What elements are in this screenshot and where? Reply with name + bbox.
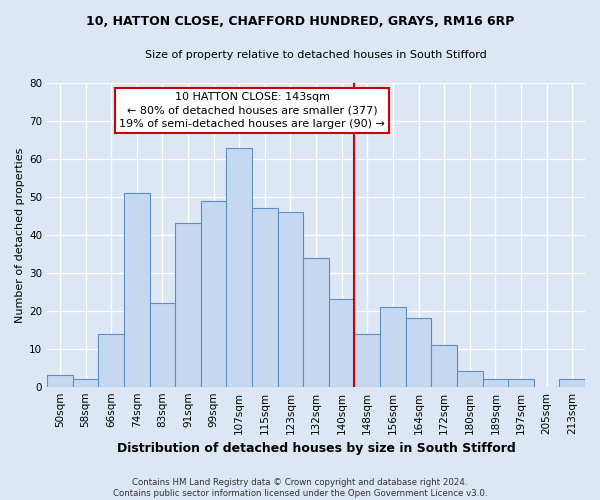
Y-axis label: Number of detached properties: Number of detached properties	[15, 147, 25, 322]
Bar	[303, 258, 329, 386]
Bar	[98, 334, 124, 386]
Bar	[329, 300, 355, 386]
Bar	[482, 379, 508, 386]
Text: 10 HATTON CLOSE: 143sqm
← 80% of detached houses are smaller (377)
19% of semi-d: 10 HATTON CLOSE: 143sqm ← 80% of detache…	[119, 92, 385, 129]
Bar	[380, 307, 406, 386]
Bar	[355, 334, 380, 386]
Text: 10, HATTON CLOSE, CHAFFORD HUNDRED, GRAYS, RM16 6RP: 10, HATTON CLOSE, CHAFFORD HUNDRED, GRAY…	[86, 15, 514, 28]
Bar	[508, 379, 534, 386]
Bar	[124, 193, 149, 386]
Bar	[406, 318, 431, 386]
Bar	[149, 303, 175, 386]
Bar	[252, 208, 278, 386]
Title: Size of property relative to detached houses in South Stifford: Size of property relative to detached ho…	[145, 50, 487, 60]
Bar	[559, 379, 585, 386]
Bar	[431, 345, 457, 387]
X-axis label: Distribution of detached houses by size in South Stifford: Distribution of detached houses by size …	[117, 442, 515, 455]
Bar	[47, 376, 73, 386]
Bar	[457, 372, 482, 386]
Text: Contains HM Land Registry data © Crown copyright and database right 2024.
Contai: Contains HM Land Registry data © Crown c…	[113, 478, 487, 498]
Bar	[201, 200, 226, 386]
Bar	[73, 379, 98, 386]
Bar	[278, 212, 303, 386]
Bar	[175, 224, 201, 386]
Bar	[226, 148, 252, 386]
